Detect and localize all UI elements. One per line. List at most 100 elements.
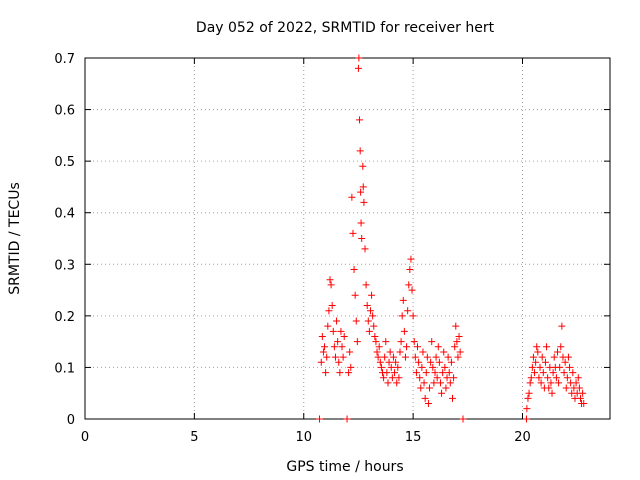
data-point [440,348,448,356]
data-point [429,363,437,371]
data-point [375,343,383,351]
data-point [354,64,362,72]
data-point [321,343,329,351]
data-point [356,116,364,124]
data-point [453,338,461,346]
y-tick-label: 0.7 [54,52,75,67]
data-point [426,384,434,392]
data-point [416,374,424,382]
data-point [339,353,347,361]
data-point [326,276,334,284]
data-point [441,363,449,371]
data-point [370,322,378,330]
data-point [419,348,427,356]
data-point [443,374,451,382]
data-points [316,54,588,423]
data-point [374,353,382,361]
data-point [319,348,327,356]
data-point [376,358,384,366]
plot-border [84,57,611,420]
data-point [333,317,341,325]
y-tick-label: 0.5 [54,155,75,170]
data-point [336,369,344,377]
data-point [561,358,569,366]
data-point [373,348,381,356]
data-point [531,369,539,377]
data-point [534,348,542,356]
data-point [347,363,355,371]
data-point [550,353,558,361]
data-point [363,302,371,310]
data-point [452,322,460,330]
x-tick-label: 0 [81,430,89,445]
data-point [528,363,536,371]
data-point [535,374,543,382]
data-point [322,369,330,377]
plot-frame [84,57,611,420]
data-point [316,415,323,423]
data-point [427,358,435,366]
data-point [563,374,571,382]
data-point [368,291,376,299]
data-point [382,338,390,346]
data-point [431,369,439,377]
data-point [365,327,373,335]
data-point [569,369,577,377]
data-point [364,317,372,325]
data-point [415,358,423,366]
data-point [554,348,561,356]
data-point [417,384,425,392]
y-tick-label: 0.4 [54,207,75,222]
data-point [455,332,463,340]
y-tick-label: 0.6 [54,104,75,119]
data-point [401,353,409,361]
data-point [459,415,467,423]
data-point [547,379,555,387]
data-point [572,379,580,387]
x-tick-label: 10 [295,430,312,445]
data-point [398,312,406,320]
data-point [331,353,339,361]
data-point [532,358,540,366]
data-point [371,332,379,340]
data-point [404,307,412,315]
data-point [445,369,453,377]
chart-title: Day 052 of 2022, SRMTID for receiver her… [196,20,495,36]
data-point [449,394,456,402]
data-point [334,338,342,346]
data-point [327,281,335,289]
data-point [340,332,348,340]
data-point [361,245,369,253]
data-point [345,369,353,377]
data-point [446,379,454,387]
data-point [377,363,385,371]
data-point [411,353,419,361]
y-tick-label: 0.1 [54,361,75,376]
data-point [579,389,587,397]
data-point [351,291,359,299]
data-point [529,353,537,361]
data-point [357,219,365,227]
x-tick-label: 20 [514,430,531,445]
data-point [444,353,452,361]
data-point [545,384,553,392]
data-point [543,343,551,351]
data-point [372,338,380,346]
data-point [359,183,367,191]
data-point [436,379,444,387]
data-point [395,374,403,382]
data-point [325,307,333,315]
data-point [576,394,584,402]
data-point [575,384,583,392]
data-point [394,363,402,371]
data-point [428,338,436,346]
data-point [346,348,354,356]
data-point [523,405,531,413]
data-point [381,353,389,361]
data-point [348,193,356,201]
data-point [562,384,570,392]
data-point [423,353,431,361]
data-point [403,343,411,351]
data-point [527,374,535,382]
